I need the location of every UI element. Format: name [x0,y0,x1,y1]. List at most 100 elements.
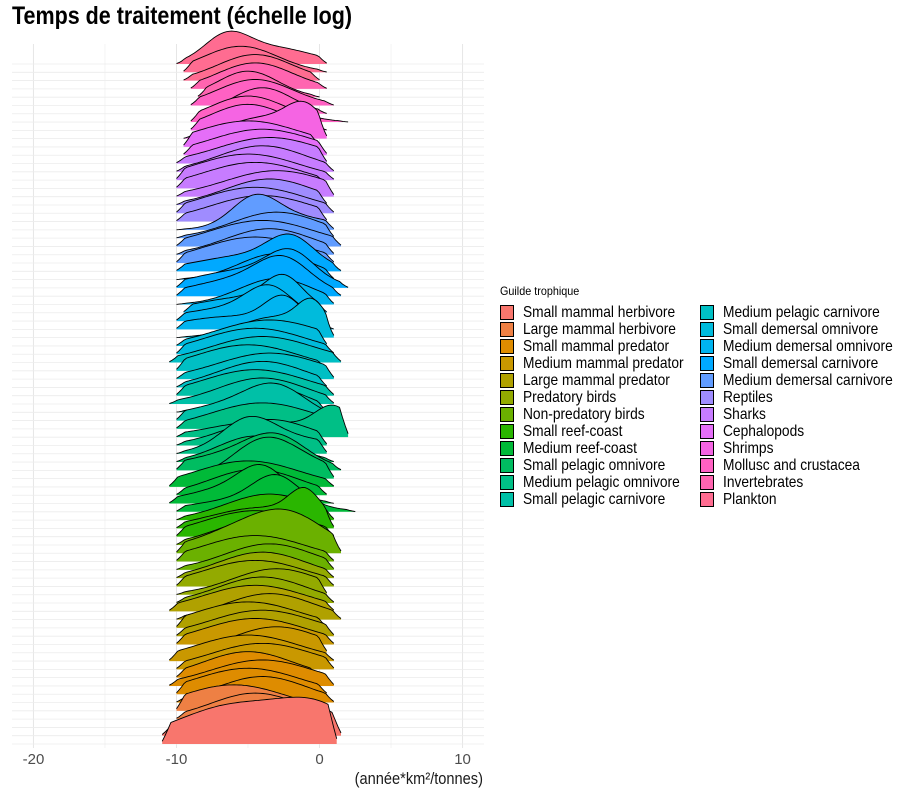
legend-item: Medium pelagic carnivore [700,304,900,321]
legend-swatch [500,424,514,439]
legend-swatch [700,339,714,354]
ridge-outline [176,486,335,528]
ridge-outline [176,186,335,213]
ridge-outline [169,659,335,686]
ridge-outline [176,170,335,197]
legend-swatch [700,458,714,473]
x-tick-label: 0 [315,751,323,768]
legend-item: Plankton [700,491,900,508]
legend-item: Large mammal predator [500,372,700,389]
legend-swatch [700,441,714,456]
ridge-outline [176,432,342,471]
legend-item: Small demersal carnivore [700,355,900,372]
legend-item: Small reef-coast [500,423,700,440]
legend-swatch [500,390,514,405]
legend-swatch [500,339,514,354]
legend-swatch [700,373,714,388]
legend-swatch [500,322,514,337]
legend-label: Medium mammal predator [523,354,684,372]
legend-item: Non-predatory birds [500,406,700,423]
legend-label: Non-predatory birds [523,405,645,423]
legend-label: Sharks [723,405,766,423]
legend-label: Medium demersal omnivore [723,337,893,355]
legend-label: Cephalopods [723,422,805,440]
legend-label: Small mammal herbivore [523,303,676,321]
x-tick-label: 10 [454,751,471,768]
ridge-outline [169,460,335,487]
ridge-outline [176,255,342,296]
ridge-outline [176,178,328,205]
legend-label: Large mammal herbivore [523,320,676,338]
legend-label: Plankton [723,490,777,508]
ridgelines [161,30,356,744]
ridge-outline [176,559,335,586]
legend-item: Large mammal herbivore [500,321,700,338]
legend-column: Small mammal herbivore Large mammal herbi… [500,304,700,508]
ridge-outline [176,327,335,354]
ridge-outline [176,193,335,231]
legend-swatch [700,322,714,337]
legend-item: Cephalopods [700,423,900,440]
legend-label: Small pelagic omnivore [523,456,666,474]
legend: Guilde trophique Small mammal herbivore L… [500,284,900,508]
ridge-outline [176,576,335,603]
legend-item: Medium demersal omnivore [700,338,900,355]
ridge-outline [176,618,335,644]
legend-label: Medium demersal carnivore [723,371,893,389]
legend-label: Reptiles [723,388,773,406]
legend-columns: Small mammal herbivore Large mammal herbi… [500,304,900,508]
legend-swatch [700,492,714,507]
ridge-outline [176,651,320,677]
legend-title: Guilde trophique [500,284,580,298]
ridge-outline [176,352,335,379]
legend-column: Medium pelagic carnivore Small demersal o… [700,304,900,508]
ridge-outline [176,248,349,288]
legend-label: Invertebrates [723,473,804,491]
ridge-outline [176,161,328,188]
legend-label: Medium pelagic carnivore [723,303,880,321]
ridge-outline [176,344,327,370]
legend-label: Predatory birds [523,388,617,406]
legend-swatch [500,492,514,507]
ridge-outline [161,696,338,742]
ridge-outline [169,634,335,661]
ridge-outline [176,145,335,172]
ridge-outline [190,95,349,123]
legend-label: Large mammal predator [523,371,670,389]
legend-item: Medium mammal predator [500,355,700,372]
legend-label: Mollusc and crustacea [723,456,860,474]
ridge-outline [176,137,328,164]
legend-swatch [500,458,514,473]
legend-item: Invertebrates [700,474,900,491]
x-axis-label: (année*km²/tonnes) [355,770,483,788]
x-tick-labels: -20 -10 0 10 [23,751,471,768]
ridge-outline [176,360,328,388]
ridge-outline [176,219,342,246]
legend-item: Mollusc and crustacea [700,457,900,474]
ridge-outline [176,153,335,180]
legend-item: Sharks [700,406,900,423]
ridge-outline [176,508,342,553]
legend-swatch [500,373,514,388]
ridge-outline [176,642,335,669]
ridge-outline [176,278,335,305]
legend-item: Small mammal predator [500,338,700,355]
legend-swatch [500,407,514,422]
legend-swatch [500,441,514,456]
legend-item: Reptiles [700,389,900,406]
ridge-outline [183,54,320,81]
legend-item: Predatory birds [500,389,700,406]
legend-item: Medium demersal carnivore [700,372,900,389]
legend-item: Small pelagic carnivore [500,491,700,508]
ridge-outline [169,336,342,363]
ridge-outline [176,535,335,561]
legend-swatch [700,475,714,490]
legend-swatch [700,390,714,405]
ridge-outline [176,415,328,454]
legend-swatch [700,407,714,422]
ridge-outline [183,120,320,146]
legend-label: Small demersal omnivore [723,320,879,338]
ridge-outline [169,584,335,611]
ridge-outline [183,128,328,155]
